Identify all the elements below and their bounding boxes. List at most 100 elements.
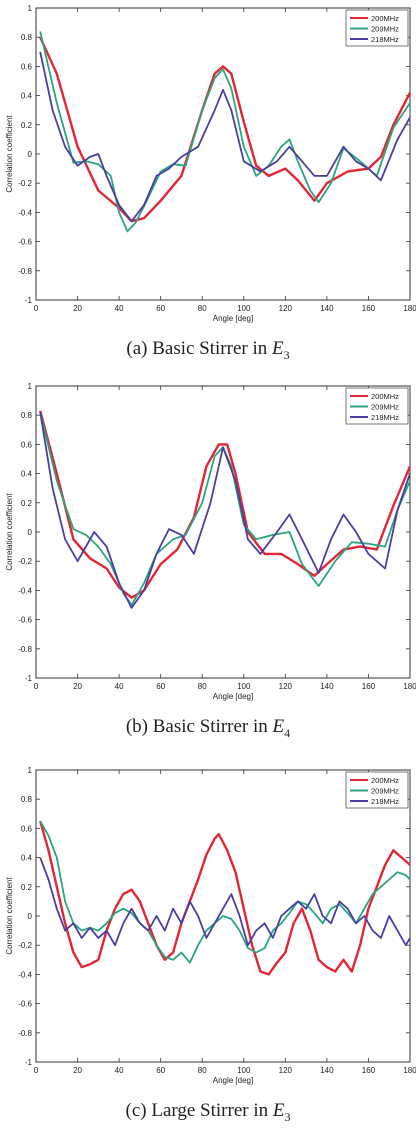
- legend-label: 200MHz: [371, 392, 399, 401]
- caption-b: (b) Basic Stirrer in E4: [0, 716, 416, 741]
- y-tick-label: 0.6: [21, 824, 33, 833]
- x-tick-label: 180: [403, 682, 416, 691]
- plot-area-a: [35, 7, 411, 301]
- x-tick-label: 100: [237, 304, 251, 313]
- legend-label: 200MHz: [371, 14, 399, 23]
- y-tick-label: -1: [25, 674, 33, 683]
- series-line-218MHz: [39, 857, 411, 947]
- caption-a: (a) Basic Stirrer in E3: [0, 338, 416, 363]
- y-tick-label: -0.8: [18, 267, 32, 276]
- y-tick-label: -0.4: [18, 586, 32, 595]
- y-tick-label: 0.8: [21, 33, 33, 42]
- series-line-200MHz: [39, 410, 412, 599]
- y-tick-label: -0.8: [18, 1029, 32, 1038]
- x-axis-label: Angle [deg]: [213, 1076, 253, 1085]
- x-tick-label: 160: [362, 304, 376, 313]
- series-line-218MHz: [39, 412, 411, 609]
- legend-label: 209MHz: [371, 402, 399, 411]
- caption-a-label: (a): [126, 338, 148, 359]
- x-tick-label: 20: [73, 304, 82, 313]
- x-tick-label: 0: [34, 304, 39, 313]
- x-tick-label: 100: [237, 1066, 251, 1075]
- x-tick-label: 160: [362, 682, 376, 691]
- x-tick-label: 120: [279, 304, 293, 313]
- x-axis-label: Angle [deg]: [213, 314, 253, 323]
- caption-b-var: E: [272, 716, 285, 737]
- y-axis-label: Correlation coefficient: [5, 877, 14, 955]
- series-line-209MHz: [39, 820, 411, 964]
- x-tick-label: 140: [320, 1066, 334, 1075]
- y-tick-label: -0.6: [18, 1000, 32, 1009]
- caption-b-sub: 4: [284, 725, 291, 740]
- x-tick-label: 140: [320, 682, 334, 691]
- y-tick-label: -0.2: [18, 941, 32, 950]
- caption-a-sub: 3: [283, 347, 290, 362]
- chart-a: 0 20 40 60 80 100 120 140 160 180 -1 -0.8 -0.6 -0.4 -0…: [5, 4, 416, 323]
- chart-c: 0 20 40 60 80 100 120 140 160 180 -1 -0.8 -0.6 -0.4 -0…: [5, 766, 416, 1085]
- x-tick-label: 40: [115, 1066, 124, 1075]
- y-tick-label: 0.4: [21, 470, 33, 479]
- chart-panel-c: 0 20 40 60 80 100 120 140 160 180 -1 -0.8 -0.6 -0.4 -0…: [0, 762, 416, 1092]
- caption-c-sub: 3: [284, 1109, 291, 1124]
- y-tick-label: 0.4: [21, 92, 33, 101]
- y-tick-label: 0.2: [21, 883, 33, 892]
- x-tick-label: 160: [362, 1066, 376, 1075]
- x-tick-label: 40: [115, 304, 124, 313]
- y-tick-label: 0.6: [21, 440, 33, 449]
- x-tick-label: 20: [73, 1066, 82, 1075]
- chart-b: 0 20 40 60 80 100 120 140 160 180 -1 -0.8 -0.6 -0.4 -0…: [5, 382, 416, 701]
- y-tick-label: 0.4: [21, 854, 33, 863]
- plot-area-b: [35, 385, 411, 679]
- caption-b-label: (b): [125, 716, 148, 737]
- legend-label: 200MHz: [371, 776, 399, 785]
- legend-label: 209MHz: [371, 786, 399, 795]
- y-tick-label: -0.4: [18, 208, 32, 217]
- y-tick-label: -0.2: [18, 557, 32, 566]
- legend-label: 218MHz: [371, 413, 399, 422]
- legend-label: 218MHz: [371, 797, 399, 806]
- caption-b-text: Basic Stirrer in: [152, 716, 268, 737]
- y-tick-label: -0.2: [18, 179, 32, 188]
- x-tick-label: 80: [198, 682, 207, 691]
- y-tick-label: 0.2: [21, 499, 33, 508]
- caption-c-text: Large Stirrer in: [151, 1100, 269, 1121]
- caption-c-label: (c): [125, 1100, 147, 1121]
- x-tick-label: 120: [279, 1066, 293, 1075]
- y-tick-label: 0.8: [21, 411, 33, 420]
- caption-a-text: Basic Stirrer in: [152, 338, 268, 359]
- x-tick-label: 60: [156, 682, 165, 691]
- legend-label: 218MHz: [371, 35, 399, 44]
- y-axis-label: Correlation coefficient: [5, 115, 14, 193]
- y-tick-label: 1: [28, 4, 33, 13]
- x-tick-label: 100: [237, 682, 251, 691]
- series-line-209MHz: [39, 412, 411, 606]
- chart-panel-b: 0 20 40 60 80 100 120 140 160 180 -1 -0.8 -0.6 -0.4 -0…: [0, 378, 416, 708]
- series-line-200MHz: [39, 36, 412, 223]
- y-tick-label: 0: [28, 528, 33, 537]
- x-tick-label: 180: [403, 304, 416, 313]
- y-tick-label: 1: [28, 766, 33, 775]
- x-tick-label: 20: [73, 682, 82, 691]
- x-tick-label: 0: [34, 682, 39, 691]
- y-tick-label: -0.6: [18, 238, 32, 247]
- y-tick-label: 0: [28, 150, 33, 159]
- chart-panel-a: 0 20 40 60 80 100 120 140 160 180 -1 -0.8 -0.6 -0.4 -0…: [0, 0, 416, 330]
- y-tick-label: 0.6: [21, 62, 33, 71]
- series-line-218MHz: [39, 51, 411, 223]
- x-axis-label: Angle [deg]: [213, 692, 253, 701]
- x-tick-label: 60: [156, 1066, 165, 1075]
- y-tick-label: -1: [25, 296, 33, 305]
- y-tick-label: 0.8: [21, 795, 33, 804]
- x-tick-label: 120: [279, 682, 293, 691]
- y-axis-label: Correlation coefficient: [5, 493, 14, 571]
- y-tick-label: -0.8: [18, 645, 32, 654]
- x-tick-label: 140: [320, 304, 334, 313]
- caption-a-var: E: [272, 338, 284, 359]
- x-tick-label: 40: [115, 682, 124, 691]
- x-tick-label: 60: [156, 304, 165, 313]
- x-tick-label: 80: [198, 304, 207, 313]
- y-tick-label: -0.4: [18, 970, 32, 979]
- legend-label: 209MHz: [371, 24, 399, 33]
- caption-c: (c) Large Stirrer in E3: [0, 1100, 416, 1125]
- x-tick-label: 80: [198, 1066, 207, 1075]
